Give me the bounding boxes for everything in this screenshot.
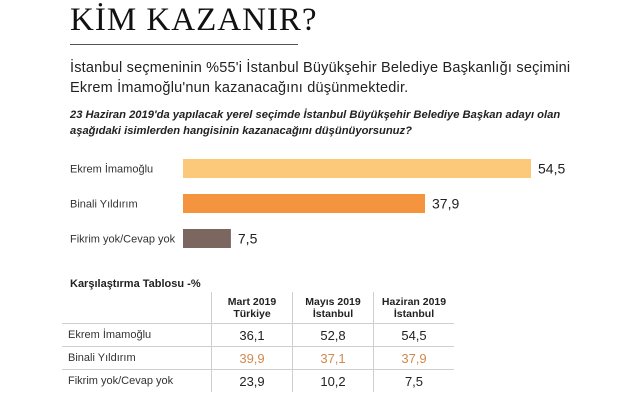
row-label: Ekrem İmamoğlu <box>62 323 212 347</box>
bar <box>183 194 425 213</box>
comparison-header-blank <box>62 292 212 324</box>
bar <box>183 159 531 178</box>
bar-category-label: Binali Yıldırım <box>70 199 138 211</box>
table-cell: 7,5 <box>373 369 454 392</box>
column-header-mayis-2019: Mayıs 2019 İstanbul <box>292 292 374 324</box>
table-cell: 23,9 <box>211 369 293 392</box>
column-period: Mayıs 2019 <box>305 296 361 308</box>
bar-chart: Ekrem İmamoğlu 54,5 Binali Yıldırım 37,9 Fik… <box>70 159 565 248</box>
bar-category-label: Ekrem İmamoğlu <box>70 163 153 176</box>
table-row-imamoglu: Ekrem İmamoğlu 36,1 52,8 54,5 <box>62 323 454 347</box>
row-label: Binali Yıldırım <box>62 346 212 370</box>
bar-value-label: 37,9 <box>432 196 459 212</box>
table-cell: 37,9 <box>373 346 454 370</box>
column-period: Mart 2019 <box>227 296 277 308</box>
page-title: KİM KAZANIR? <box>70 2 318 38</box>
table-cell: 36,1 <box>211 323 293 347</box>
comparison-header-row: Mart 2019 Türkiye Mayıs 2019 İstanbul Ha… <box>62 292 454 324</box>
column-header-haziran-2019: Haziran 2019 İstanbul <box>373 292 454 324</box>
row-label: Fikrim yok/Cevap yok <box>62 369 212 392</box>
comparison-title: Karşılaştırma Tablosu -% <box>70 278 201 290</box>
column-region: İstanbul <box>312 308 354 320</box>
table-cell: 10,2 <box>292 369 374 392</box>
column-region: İstanbul <box>393 308 435 320</box>
title-underline <box>70 44 298 45</box>
table-row-yildirim: Binali Yıldırım 39,9 37,1 37,9 <box>62 346 454 370</box>
table-cell: 37,1 <box>292 346 374 370</box>
table-row-fikrim-yok: Fikrim yok/Cevap yok 23,9 10,2 7,5 <box>62 369 454 392</box>
comparison-table: Mart 2019 Türkiye Mayıs 2019 İstanbul Ha… <box>62 292 454 392</box>
table-cell: 54,5 <box>373 323 454 347</box>
column-period: Haziran 2019 <box>381 296 447 308</box>
bar-value-label: 7,5 <box>238 231 258 247</box>
table-cell: 52,8 <box>292 323 374 347</box>
lead-text: İstanbul seçmeninin %55'i İstanbul Büyük… <box>70 60 571 96</box>
bar-value-label: 54,5 <box>538 161 565 177</box>
bar-category-label: Fikrim yok/Cevap yok <box>70 234 176 246</box>
survey-question: 23 Haziran 2019'da yapılacak yerel seçim… <box>70 109 561 137</box>
table-cell: 39,9 <box>211 346 293 370</box>
bar <box>183 229 231 248</box>
column-header-mart-2019: Mart 2019 Türkiye <box>211 292 293 324</box>
column-region: Türkiye <box>233 308 271 320</box>
